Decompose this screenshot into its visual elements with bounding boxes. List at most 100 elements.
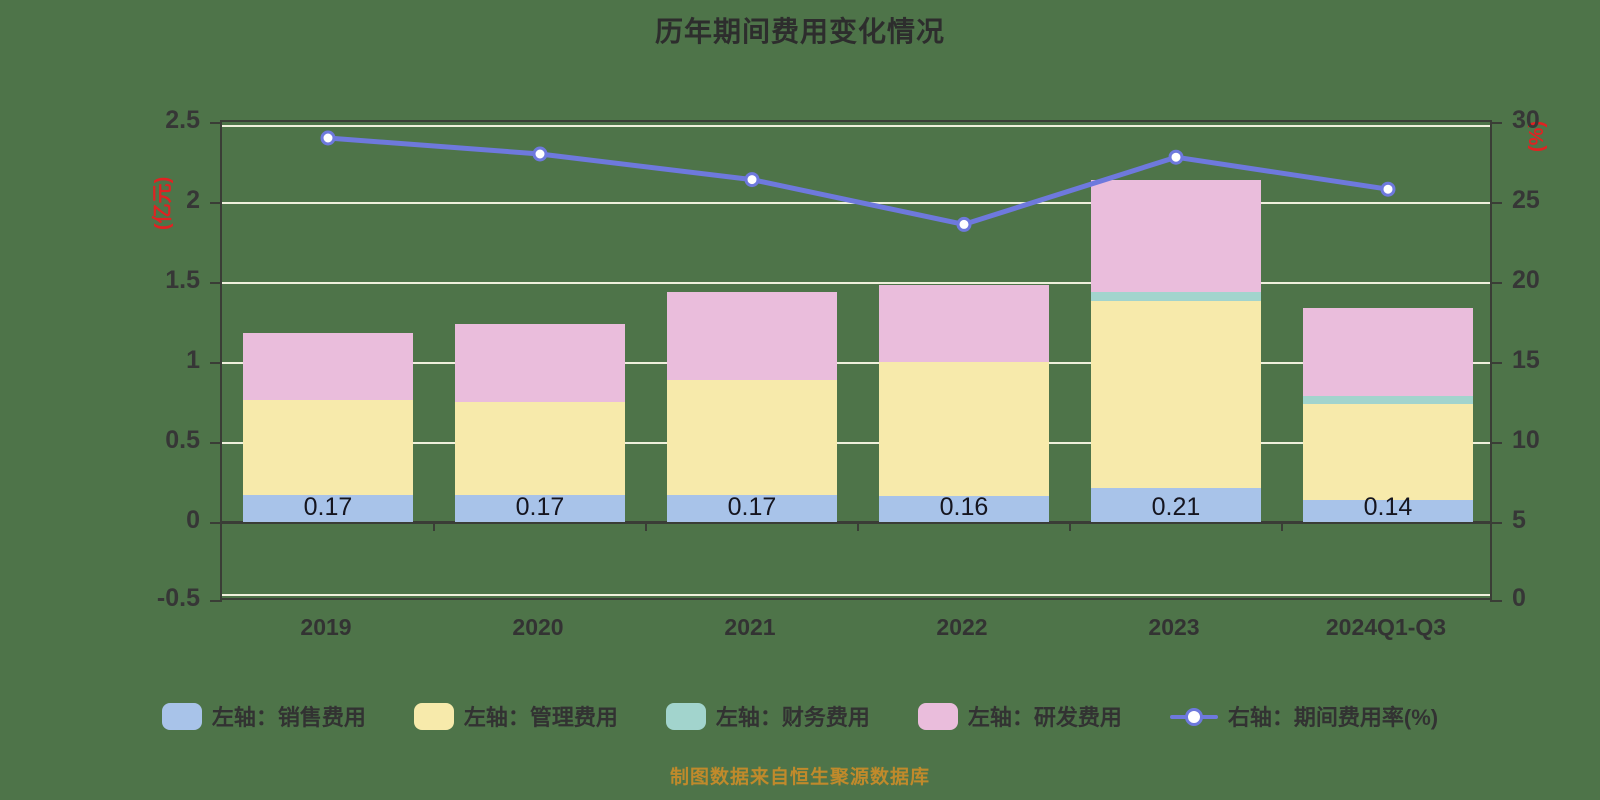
x-axis-tick bbox=[433, 522, 435, 531]
legend-swatch-icon bbox=[413, 702, 454, 730]
rate-line-marker bbox=[532, 146, 548, 162]
bar-segment bbox=[455, 323, 625, 402]
bar-value-label: 0.21 bbox=[1151, 493, 1201, 521]
gridline bbox=[222, 594, 1490, 596]
bar-value-label: 0.17 bbox=[303, 493, 353, 521]
bar-segment bbox=[455, 402, 625, 495]
rate-line-chart bbox=[320, 130, 1396, 232]
left-axis-tick bbox=[210, 442, 222, 444]
bar-segment bbox=[1303, 307, 1473, 396]
legend-item: 左轴：销售费用 bbox=[161, 700, 366, 732]
right-axis-tick-label: 5 bbox=[1512, 506, 1526, 534]
legend: 左轴：销售费用 左轴：管理费用 左轴：财务费用 左轴：研发费用 右轴：期间费用率(%) bbox=[0, 700, 1600, 732]
x-axis-category-label: 2022 bbox=[936, 614, 988, 640]
bar-segment bbox=[243, 400, 413, 495]
bar-value-label: 0.14 bbox=[1363, 493, 1413, 521]
rate-line bbox=[325, 135, 1391, 227]
right-axis-tick bbox=[1490, 282, 1502, 284]
gridline bbox=[222, 282, 1490, 284]
left-axis-tick-label: 2.5 bbox=[165, 106, 200, 134]
bar-segment bbox=[1303, 395, 1473, 404]
bar-segment bbox=[1091, 179, 1261, 292]
legend-swatch-icon bbox=[161, 702, 202, 730]
legend-label: 左轴：财务费用 bbox=[715, 705, 870, 730]
zero-axis-line bbox=[222, 521, 1490, 524]
rate-line-marker bbox=[956, 216, 972, 232]
left-axis-tick bbox=[210, 362, 222, 364]
left-axis-tick-label: 1.5 bbox=[165, 266, 200, 294]
left-axis-tick bbox=[210, 600, 222, 602]
rate-line-marker bbox=[1168, 149, 1184, 165]
x-axis-tick bbox=[645, 522, 647, 531]
bar-segment bbox=[1091, 488, 1261, 522]
legend-label: 左轴：销售费用 bbox=[211, 705, 366, 730]
right-axis-tick bbox=[1490, 122, 1502, 124]
x-axis-category-label: 2021 bbox=[724, 614, 776, 640]
bar-segment bbox=[667, 494, 837, 522]
x-axis-tick bbox=[1069, 522, 1071, 531]
left-axis-tick bbox=[210, 202, 222, 204]
x-axis-category-label: 2020 bbox=[512, 614, 564, 640]
left-axis-tick bbox=[210, 282, 222, 284]
right-axis-tick-label: 0 bbox=[1512, 584, 1526, 612]
legend-swatch-icon bbox=[665, 702, 706, 730]
left-axis-tick-label: 2 bbox=[186, 186, 200, 214]
bar-segment bbox=[879, 362, 1049, 497]
legend-label: 左轴：管理费用 bbox=[463, 705, 618, 730]
data-source-caption: 制图数据来自恒生聚源数据库 bbox=[669, 767, 930, 788]
legend-item: 右轴：期间费用率(%) bbox=[1169, 700, 1439, 732]
chart-title: 历年期间费用变化情况 bbox=[654, 16, 945, 47]
bar-segment bbox=[1091, 291, 1261, 302]
bar-segment bbox=[1303, 403, 1473, 500]
x-axis-category-label: 2024Q1-Q3 bbox=[1325, 614, 1447, 640]
bar-segment bbox=[667, 379, 837, 495]
x-axis-category-label: 2023 bbox=[1148, 614, 1200, 640]
left-axis-tick-label: -0.5 bbox=[156, 584, 200, 612]
bar-segment bbox=[455, 494, 625, 522]
gridline bbox=[222, 442, 1490, 444]
bar-value-label: 0.16 bbox=[939, 493, 989, 521]
left-axis-tick bbox=[210, 122, 222, 124]
gridline bbox=[222, 362, 1490, 364]
x-axis-tick bbox=[857, 522, 859, 531]
rate-line-marker bbox=[320, 130, 336, 146]
left-axis-tick bbox=[210, 522, 222, 524]
rate-line-marker bbox=[744, 172, 760, 188]
bar-segment bbox=[879, 285, 1049, 362]
legend-label: 左轴：研发费用 bbox=[967, 705, 1122, 730]
bar-segment bbox=[1303, 499, 1473, 522]
bar-segment bbox=[243, 494, 413, 522]
right-axis-tick-label: 10 bbox=[1512, 426, 1540, 454]
right-axis-tick bbox=[1490, 600, 1502, 602]
right-axis-tick-label: 30 bbox=[1512, 106, 1540, 134]
bar-segment bbox=[667, 291, 837, 380]
bar-value-label: 0.17 bbox=[727, 493, 777, 521]
bar-segment bbox=[243, 333, 413, 401]
x-axis-tick bbox=[1281, 522, 1283, 531]
plot-area: 0.17 0.17 0.17 0.16 0.21 0.14 bbox=[210, 120, 1502, 602]
legend-line-circle bbox=[1184, 707, 1203, 726]
bar-segment bbox=[1091, 301, 1261, 489]
bar-value-label: 0.17 bbox=[515, 493, 565, 521]
right-axis-tick-label: 15 bbox=[1512, 346, 1540, 374]
right-axis-tick bbox=[1490, 362, 1502, 364]
legend-item: 左轴：研发费用 bbox=[917, 700, 1122, 732]
bar-segment bbox=[879, 496, 1049, 522]
rate-line-marker bbox=[1380, 181, 1396, 197]
legend-line-marker-icon bbox=[1169, 703, 1218, 730]
right-axis-tick bbox=[1490, 442, 1502, 444]
left-axis-tick-label: 0 bbox=[186, 506, 200, 534]
legend-swatch-icon bbox=[917, 702, 958, 730]
right-axis-tick-label: 25 bbox=[1512, 186, 1540, 214]
left-axis-tick-label: 1 bbox=[186, 346, 200, 374]
left-axis-tick-label: 0.5 bbox=[165, 426, 200, 454]
right-axis-tick bbox=[1490, 202, 1502, 204]
x-axis-category-label: 2019 bbox=[300, 614, 352, 640]
gridline bbox=[222, 125, 1490, 127]
legend-item: 左轴：管理费用 bbox=[413, 700, 618, 732]
right-axis-tick bbox=[1490, 522, 1502, 524]
right-axis-tick-label: 20 bbox=[1512, 266, 1540, 294]
legend-label: 右轴：期间费用率(%) bbox=[1227, 705, 1439, 730]
legend-item: 左轴：财务费用 bbox=[665, 700, 870, 732]
